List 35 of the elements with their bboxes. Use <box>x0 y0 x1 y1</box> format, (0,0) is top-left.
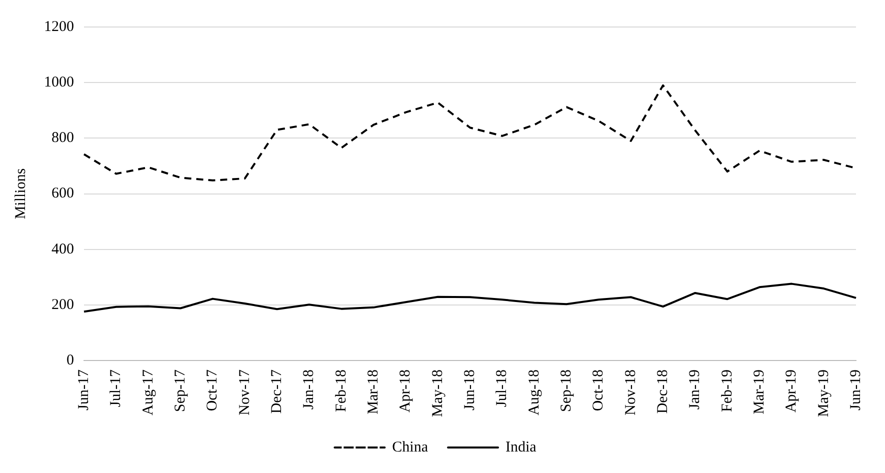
x-tick-label: Jul-18 <box>494 370 510 408</box>
x-tick-label: May-19 <box>816 370 832 418</box>
legend-label: India <box>506 439 537 456</box>
x-tick-label: Jan-18 <box>301 370 318 410</box>
legend-label: China <box>392 439 428 456</box>
x-tick-label: Jun-17 <box>76 369 92 410</box>
x-tick-label: Apr-19 <box>784 370 800 413</box>
x-tick-label: Jun-19 <box>848 370 864 410</box>
x-tick-label: Dec-18 <box>654 370 671 414</box>
y-tick-label: 600 <box>52 186 74 202</box>
y-tick-label: 0 <box>66 352 74 368</box>
x-tick-label: Oct-17 <box>204 369 221 412</box>
x-tick-label: Feb-18 <box>333 370 350 412</box>
x-tick-label: Mar-19 <box>751 370 768 414</box>
x-tick-label: Sep-18 <box>558 370 574 412</box>
x-tick-label: Apr-18 <box>398 370 414 413</box>
y-tick-label: 1000 <box>44 74 74 91</box>
x-tick-label: Aug-18 <box>526 370 542 416</box>
y-tick-label: 1200 <box>44 18 74 35</box>
x-tick-label: Sep-17 <box>172 369 188 412</box>
y-tick-label: 800 <box>52 130 74 146</box>
x-tick-label: Jul-17 <box>108 369 124 408</box>
x-tick-label: Nov-18 <box>622 370 639 416</box>
x-tick-label: Oct-18 <box>590 370 607 412</box>
y-axis-title: Millions <box>12 168 29 220</box>
x-tick-label: Nov-17 <box>236 369 253 416</box>
x-tick-label: Jan-19 <box>687 370 704 410</box>
y-tick-label: 200 <box>52 296 74 313</box>
x-tick-label: Aug-17 <box>140 369 156 416</box>
x-tick-label: May-18 <box>430 370 446 418</box>
x-tick-label: Dec-17 <box>268 369 285 414</box>
y-tick-label: 400 <box>52 241 74 258</box>
x-tick-label: Jun-18 <box>462 370 478 410</box>
x-tick-label: Mar-18 <box>365 370 382 414</box>
x-tick-label: Feb-19 <box>719 370 736 412</box>
